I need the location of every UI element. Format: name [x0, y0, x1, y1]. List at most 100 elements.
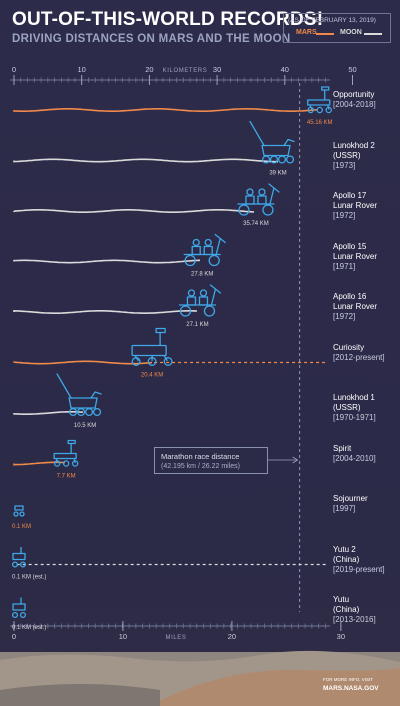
- rover-dates: [2004-2018]: [333, 100, 376, 109]
- lunar-rover-icon: [183, 233, 226, 267]
- rover-wheel: [316, 106, 323, 114]
- rover-wheel: [11, 611, 19, 619]
- rover-row: 27.8 KM: [13, 233, 226, 278]
- legend-moon-label: MOON: [340, 29, 362, 36]
- rover-camera: [155, 327, 166, 334]
- rover-dates: [1971]: [333, 261, 356, 271]
- rover-camera: [67, 439, 76, 445]
- axis-tick-label: 0: [12, 632, 16, 641]
- distance-label: 20.4 KM: [141, 373, 163, 379]
- rover-wheel: [262, 204, 274, 216]
- rover-tub: [261, 144, 291, 157]
- axis-tick-label: 20: [228, 632, 236, 641]
- rover-wheel: [53, 460, 61, 467]
- credit-link[interactable]: MARS.NASA.GOV: [323, 685, 379, 692]
- rover-wheel: [208, 254, 220, 267]
- rover-wheel: [13, 511, 19, 517]
- rover-wheel: [147, 357, 157, 366]
- rover-body: [12, 552, 26, 561]
- rover-dates: [2012-present]: [333, 352, 385, 362]
- rover-seat: [191, 245, 201, 256]
- ground-red-patch: [150, 668, 400, 706]
- marathon-callout-arrow: [292, 456, 299, 464]
- mer-rover-icon: [307, 86, 332, 114]
- rover-row: 0.1 KM (est.): [11, 597, 46, 631]
- rover-row: 45.16 KM: [13, 86, 333, 126]
- bottom-axis: 0 10 20 30 MILES: [10, 621, 345, 641]
- rover-wheel: [163, 357, 173, 366]
- axis-tick-label: 40: [281, 65, 289, 74]
- axis-tick-label: 20: [145, 65, 153, 74]
- page-subtitle: DRIVING DISTANCES ON MARS AND THE MOON: [12, 33, 291, 45]
- axis-tick-label: 50: [348, 65, 356, 74]
- rover-name: Lunokhod 1 (USSR): [333, 393, 375, 412]
- rover-lid: [249, 120, 265, 147]
- rover-seat: [186, 296, 197, 306]
- axis-tick-label: 10: [78, 65, 86, 74]
- martian-ground: [0, 650, 400, 706]
- rover-camera: [321, 86, 330, 91]
- rover-wheel: [19, 511, 25, 517]
- rover-wheel: [11, 561, 19, 568]
- marathon-title: Marathon race distance: [161, 452, 240, 461]
- distance-label: 39 KM: [269, 171, 286, 177]
- rover-wheel: [19, 561, 27, 568]
- rover-row: 0.1 KM: [12, 505, 31, 530]
- rover-dates: [2004-2010]: [333, 453, 376, 463]
- rover-wheel: [261, 155, 271, 164]
- marathon-distance: (42.195 km / 26.22 miles): [161, 463, 240, 470]
- rover-row: 35.74 KM: [13, 183, 280, 227]
- rover-deck: [53, 452, 77, 460]
- distance-track: [13, 209, 255, 213]
- rover-row: 27.1 KM: [13, 284, 222, 328]
- distance-label: 0.1 KM (est.): [12, 575, 46, 581]
- rover-wheel: [285, 155, 295, 164]
- legend-mars-label: MARS: [296, 29, 317, 36]
- rover-wheel: [179, 305, 192, 317]
- rover-dates: [1970-1971]: [333, 413, 376, 422]
- axis-title: KILOMETERS: [163, 68, 208, 74]
- page-title: OUT-OF-THIS-WORLD RECORDS!: [12, 9, 324, 30]
- axis-tick-label: 0: [12, 65, 16, 74]
- as-of-date: (AS OF FEBRUARY 13, 2019): [288, 17, 376, 24]
- distance-label: 27.1 KM: [186, 322, 208, 328]
- astronaut-helmet: [258, 188, 266, 196]
- rover-name: Spirit: [333, 443, 352, 453]
- rover-wheel: [131, 357, 141, 366]
- rover-lid: [56, 373, 72, 399]
- rover-name: Sojourner: [333, 494, 368, 503]
- yutu-rover-icon: [11, 546, 27, 568]
- rover-antenna: [90, 391, 102, 399]
- rover-body: [131, 344, 167, 357]
- rover-name: Lunokhod 2 (USSR): [333, 140, 375, 160]
- rover-dates: [1997]: [333, 504, 356, 513]
- distance-track: [13, 259, 201, 264]
- rover-antenna: [268, 183, 280, 205]
- rover-name: Yutu 2 (China): [333, 544, 360, 564]
- rover-row: 20.4 KM: [13, 327, 328, 379]
- rover-wheel: [62, 460, 70, 467]
- lunar-rover-icon: [178, 284, 222, 317]
- rover-wheel: [238, 204, 250, 216]
- rover-dates: [2013-2016]: [333, 615, 376, 624]
- rover-row: 10.5 KM: [13, 373, 102, 429]
- marathon-callout: Marathon race distance (42.195 km / 26.2…: [154, 447, 268, 474]
- distance-label: 0.1 KM (est.): [12, 625, 46, 631]
- rover-wheel: [203, 305, 216, 317]
- distance-label: 7.7 KM: [57, 474, 76, 480]
- distance-track: [13, 411, 84, 415]
- curiosity-rover-icon: [131, 327, 173, 366]
- rover-wheel: [19, 611, 27, 619]
- yutu-rover-icon: [11, 597, 27, 619]
- rover-name: Apollo 17 Lunar Rover: [333, 191, 378, 210]
- legend: (AS OF FEBRUARY 13, 2019) MARS MOON: [283, 13, 391, 43]
- rover-seat: [257, 195, 267, 205]
- sojourner-icon: [13, 505, 25, 517]
- astronaut-helmet: [187, 289, 196, 297]
- rover-wheel: [269, 155, 279, 164]
- axis-tick-label: 30: [213, 65, 221, 74]
- rover-name: Curiosity: [333, 342, 365, 352]
- astronaut-helmet: [246, 188, 254, 196]
- rover-dates: [1973]: [333, 160, 356, 170]
- rover-seat: [203, 245, 213, 256]
